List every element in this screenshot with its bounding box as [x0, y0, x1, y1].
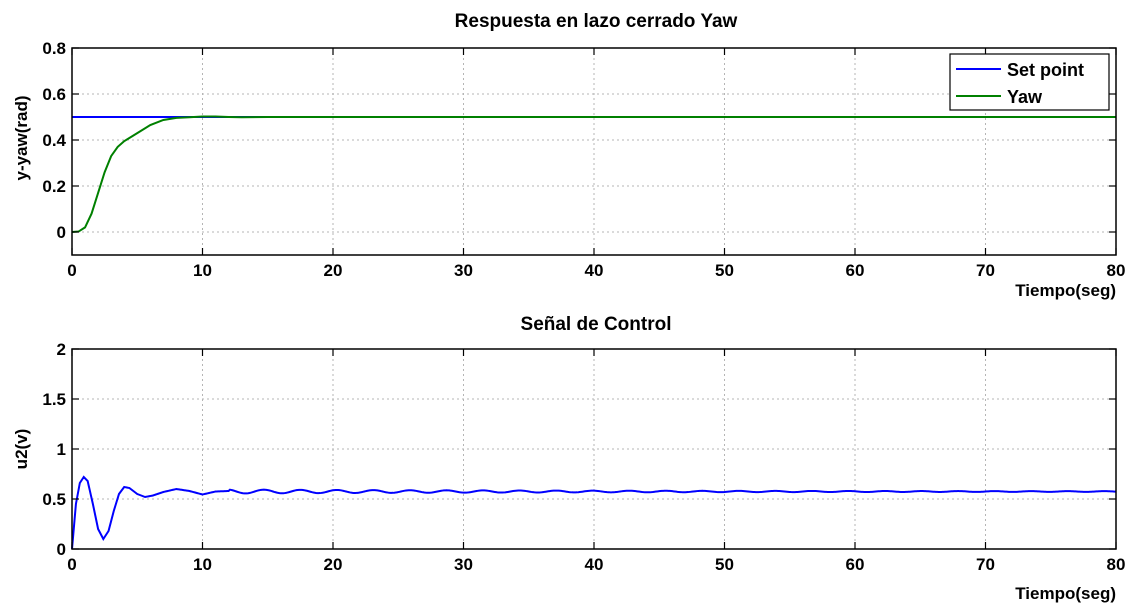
x-tick-label: 70 — [976, 261, 995, 280]
x-axis-label: Tiempo(seg) — [1015, 281, 1116, 300]
legend: Set point Yaw — [949, 53, 1110, 111]
y-tick-label: 0.4 — [42, 131, 66, 150]
x-tick-label: 40 — [585, 261, 604, 280]
x-tick-label: 0 — [67, 261, 76, 280]
ticks-layer: 0 10 20 30 40 50 60 70 80 0 0.2 0.4 0.6 0.8 — [42, 39, 1125, 280]
legend-label-yaw: Yaw — [1007, 87, 1043, 107]
x-axis-label: Tiempo(seg) — [1015, 584, 1116, 603]
chart-control-signal: Señal de Control u2(v) Tiempo(seg) 0 10 20… — [12, 314, 1125, 603]
x-tick-label: 30 — [454, 261, 473, 280]
x-tick-label: 50 — [715, 261, 734, 280]
series-layer — [71, 115, 1116, 233]
y-tick-label: 2 — [57, 340, 66, 359]
x-tick-label: 50 — [715, 555, 734, 574]
x-tick-label: 60 — [846, 261, 865, 280]
ticks-layer: 0 10 20 30 40 50 60 70 80 0 0.5 1 1.5 2 — [42, 340, 1125, 574]
grid — [72, 48, 1116, 255]
y-tick-label: 0 — [57, 540, 66, 559]
x-tick-label: 20 — [324, 261, 343, 280]
x-tick-label: 10 — [193, 555, 212, 574]
x-tick-label: 80 — [1107, 261, 1126, 280]
y-tick-label: 0.2 — [42, 177, 66, 196]
x-tick-label: 30 — [454, 555, 473, 574]
y-tick-label: 0.8 — [42, 39, 66, 58]
y-tick-label: 0 — [57, 223, 66, 242]
x-tick-label: 80 — [1107, 555, 1126, 574]
series-line-yaw — [71, 115, 1116, 233]
x-tick-label: 60 — [846, 555, 865, 574]
y-axis-label: u2(v) — [12, 429, 31, 470]
y-tick-label: 0.6 — [42, 85, 66, 104]
y-tick-label: 1 — [57, 440, 66, 459]
y-tick-label: 1.5 — [42, 390, 66, 409]
series-layer — [71, 475, 1117, 550]
chart-yaw-response: Respuesta en lazo cerrado Yaw y-yaw(rad)… — [12, 11, 1125, 300]
legend-box — [949, 53, 1110, 111]
x-tick-label: 20 — [324, 555, 343, 574]
x-tick-label: 0 — [67, 555, 76, 574]
x-tick-label: 40 — [585, 555, 604, 574]
y-tick-label: 0.5 — [42, 490, 66, 509]
y-axis-label: y-yaw(rad) — [12, 95, 31, 180]
series-line-u2 — [71, 475, 1117, 550]
x-tick-label: 70 — [976, 555, 995, 574]
x-tick-label: 10 — [193, 261, 212, 280]
chart-title: Señal de Control — [521, 314, 672, 335]
chart-title: Respuesta en lazo cerrado Yaw — [455, 11, 738, 32]
grid — [72, 349, 1116, 550]
legend-label-set-point: Set point — [1007, 60, 1084, 80]
